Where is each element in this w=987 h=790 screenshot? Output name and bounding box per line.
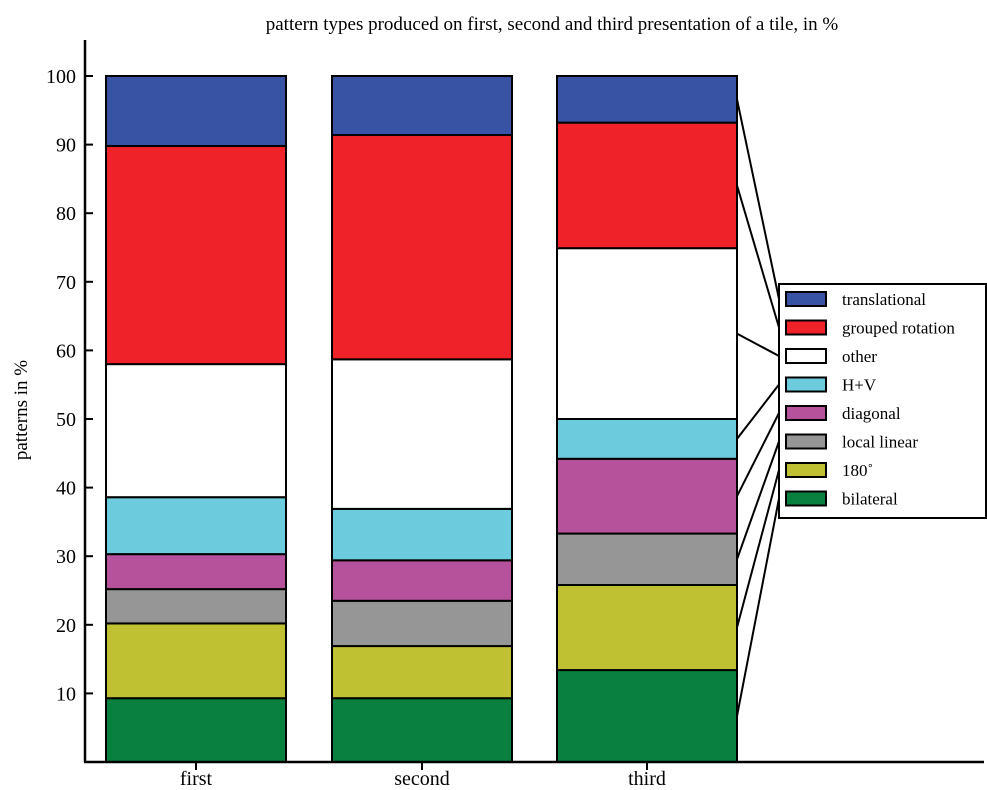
bar-segment-first-grouped-rotation bbox=[105, 144, 287, 366]
bar-segment-third-other bbox=[556, 247, 738, 420]
bar-segment-first-local-linear bbox=[105, 588, 287, 625]
bar-segment-third-bilateral bbox=[556, 669, 738, 763]
legend-swatch-grouped-rotation bbox=[785, 319, 827, 336]
bar-segment-second-other bbox=[331, 358, 513, 510]
bar-segment-third-grouped-rotation bbox=[556, 121, 738, 250]
legend-label-other: other bbox=[842, 347, 877, 366]
y-tick-label: 100 bbox=[46, 66, 76, 88]
legend-label-translational: translational bbox=[842, 290, 926, 309]
bar-segment-second-180 bbox=[331, 645, 513, 700]
y-tick-label: 30 bbox=[56, 546, 76, 568]
bar-segment-third-translational bbox=[556, 75, 738, 124]
bar-segment-first-other bbox=[105, 363, 287, 499]
bar-segment-second-h-v bbox=[331, 507, 513, 562]
y-tick-label: 40 bbox=[56, 478, 76, 500]
y-tick-label: 70 bbox=[56, 272, 76, 294]
bar-segment-second-grouped-rotation bbox=[331, 133, 513, 361]
x-tick-label: first bbox=[180, 768, 213, 790]
y-tick-label: 60 bbox=[56, 340, 76, 362]
x-tick-label: third bbox=[628, 768, 666, 790]
legend-leader-diagonal bbox=[736, 412, 780, 497]
legend-label-bilateral: bilateral bbox=[842, 490, 898, 509]
y-tick-label: 50 bbox=[56, 409, 76, 431]
bar-segment-first-180 bbox=[105, 622, 287, 700]
legend-label-local-linear: local linear bbox=[842, 433, 918, 452]
y-tick-label: 90 bbox=[56, 135, 76, 157]
legend: translational grouped rotation other H+V dia… bbox=[736, 99, 987, 717]
legend-swatch-local-linear bbox=[785, 433, 827, 450]
legend-leader-180 bbox=[736, 469, 780, 628]
chart-title: pattern types produced on first, second … bbox=[266, 14, 839, 35]
y-tick-label: 10 bbox=[56, 683, 76, 705]
y-tick-label: 80 bbox=[56, 203, 76, 225]
legend-swatch-translational bbox=[785, 291, 827, 307]
bar-segment-third-h-v bbox=[556, 418, 738, 460]
axes-layer bbox=[83, 40, 984, 764]
bar-segment-first-h-v bbox=[105, 496, 287, 556]
legend-leader-local-linear bbox=[736, 441, 780, 560]
legend-label-grouped-rotation: grouped rotation bbox=[842, 319, 955, 338]
bar-segment-first-diagonal bbox=[105, 553, 287, 591]
legend-leader-other bbox=[736, 332, 780, 357]
bar-segment-second-local-linear bbox=[331, 599, 513, 648]
bar-segment-second-translational bbox=[331, 75, 513, 136]
bar-segment-second-diagonal bbox=[331, 559, 513, 602]
legend-swatch-other bbox=[785, 348, 827, 364]
legend-label-diagonal: diagonal bbox=[842, 404, 901, 423]
y-ticks: 10 20 30 40 50 60 70 80 90 100 bbox=[46, 66, 93, 705]
x-ticks: first second third bbox=[180, 762, 666, 790]
bar-segment-second-bilateral bbox=[331, 697, 513, 764]
legend-swatch-180 bbox=[785, 462, 827, 478]
bars-layer bbox=[105, 75, 738, 764]
bar-segment-third-diagonal bbox=[556, 457, 738, 535]
legend-leader-h-v bbox=[736, 383, 780, 440]
legend-swatch-diagonal bbox=[785, 405, 827, 421]
y-tick-label: 20 bbox=[56, 615, 76, 637]
legend-swatch-bilateral bbox=[785, 490, 827, 507]
legend-label-h-v: H+V bbox=[842, 376, 877, 395]
bar-segment-third-local-linear bbox=[556, 532, 738, 587]
bar-segment-first-bilateral bbox=[105, 697, 287, 764]
legend-swatch-h-v bbox=[785, 376, 827, 393]
x-tick-label: second bbox=[394, 768, 450, 790]
bar-segment-first-translational bbox=[105, 75, 287, 147]
legend-leader-grouped-rotation bbox=[736, 185, 780, 328]
y-axis-label: patterns in % bbox=[11, 360, 32, 460]
legend-leader-translational bbox=[736, 99, 780, 300]
legend-leader-bilateral bbox=[736, 498, 780, 717]
legend-label-180: 180˚ bbox=[842, 461, 873, 480]
bar-segment-third-180 bbox=[556, 584, 738, 672]
